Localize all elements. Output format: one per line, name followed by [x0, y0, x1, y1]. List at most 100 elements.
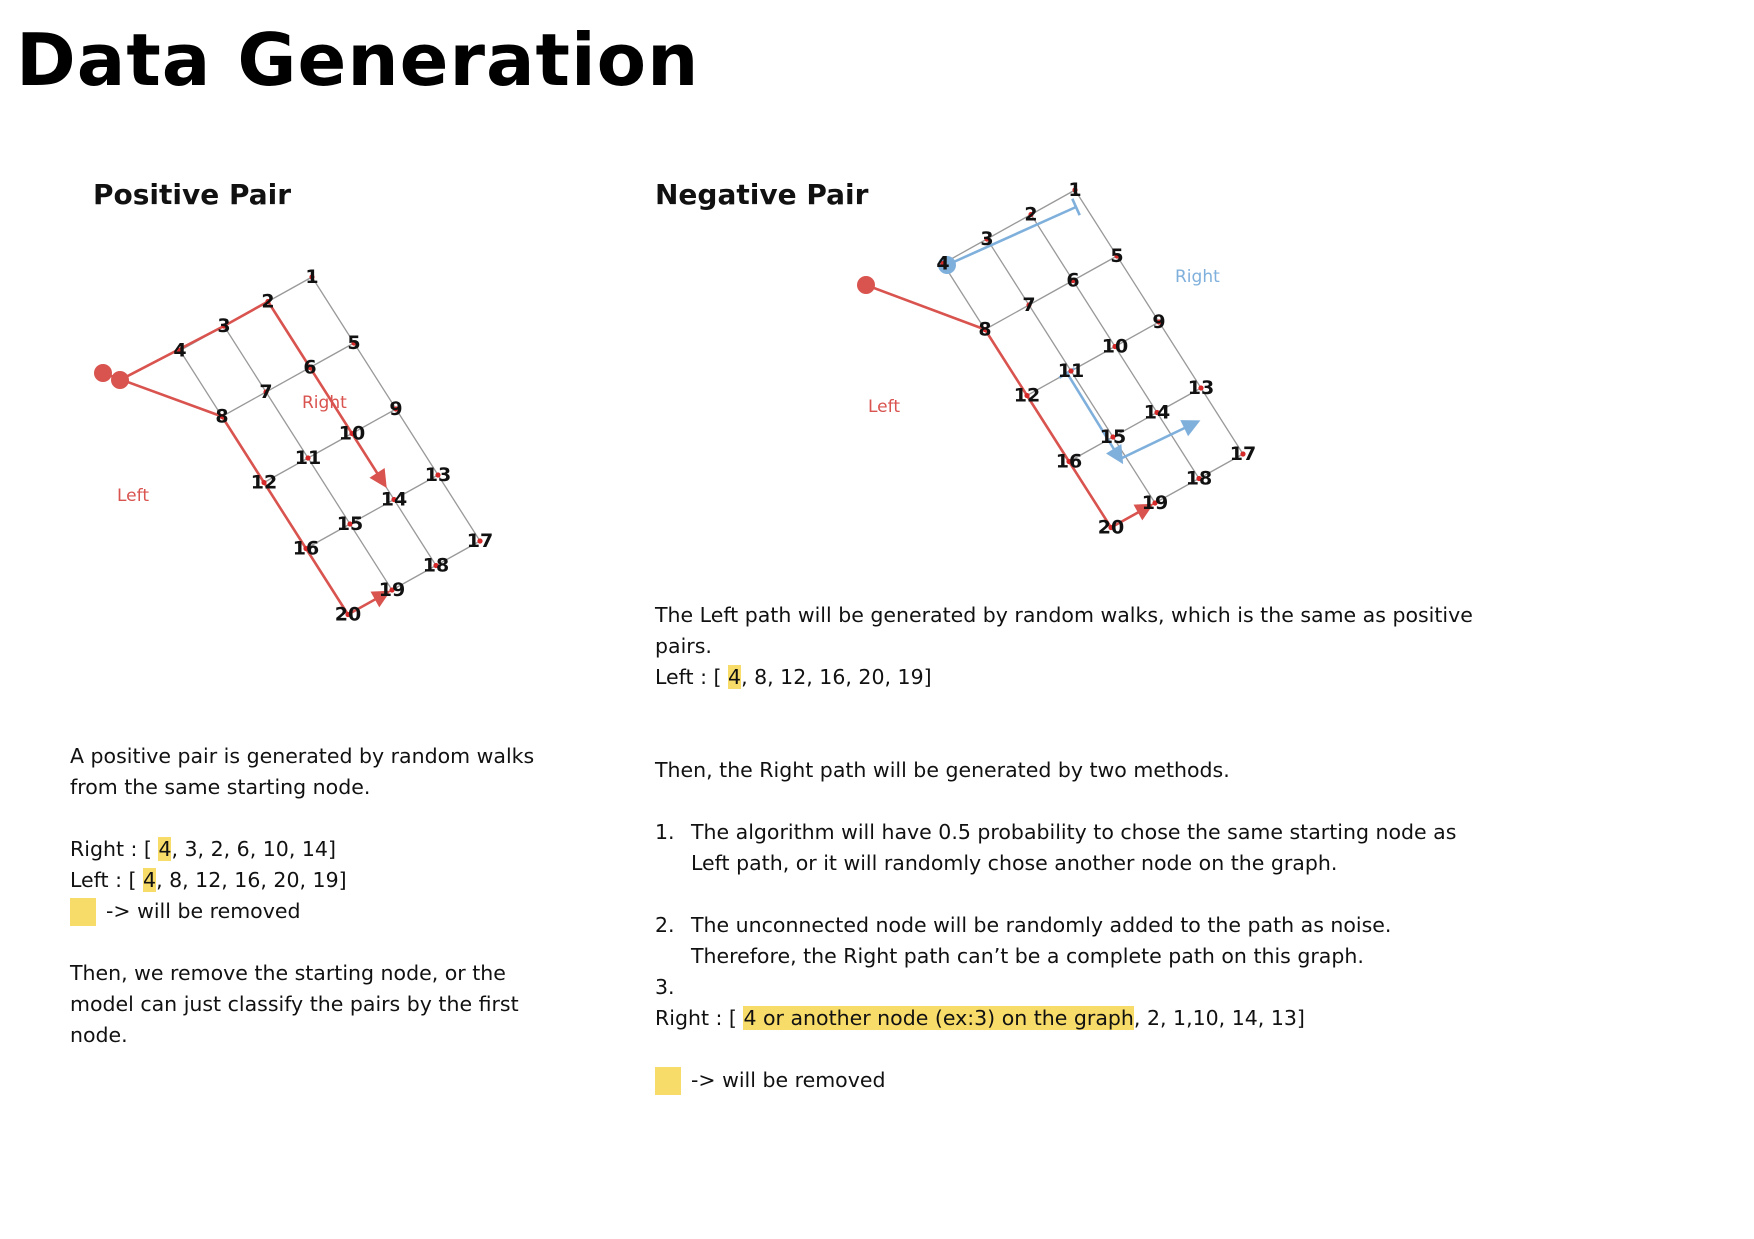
graph-node-dot	[265, 298, 271, 305]
graph-edge	[1112, 411, 1158, 438]
graph-node-dot	[1026, 302, 1032, 308]
graph-node-label: 10	[1102, 336, 1128, 358]
path-arrowhead	[1133, 503, 1154, 521]
graph-node-label: 6	[303, 357, 316, 379]
item-number-3: 3.	[655, 975, 675, 999]
graph-node-dot	[1110, 434, 1116, 440]
graph-edge	[349, 523, 393, 591]
graph-node-dot	[1156, 319, 1162, 325]
graph-node-dot	[982, 326, 988, 333]
graph-node-label: 3	[980, 228, 993, 250]
graph-edge	[393, 499, 437, 566]
graph-node-label: 2	[261, 291, 274, 313]
graph-node-dot	[303, 545, 309, 552]
graph-node-dot	[263, 389, 269, 395]
graph-edge	[1074, 189, 1118, 257]
graph-node-label: 14	[381, 489, 407, 511]
method-item-2: 2. The unconnected node will be randomly…	[655, 910, 1715, 972]
graph-node-dot	[305, 455, 311, 461]
graph-node-dot	[1154, 409, 1160, 416]
graph-node-label: 8	[215, 406, 228, 428]
graph-node-label: 10	[339, 423, 365, 445]
graph-node-dot	[177, 347, 183, 354]
graph-node-dot	[261, 479, 267, 486]
graph-edge	[265, 366, 311, 393]
graph-node-dot	[351, 340, 357, 346]
graph-node-dot	[1114, 253, 1120, 259]
graph-node-label: 19	[379, 579, 405, 601]
graph-node-label: 13	[425, 464, 451, 486]
graph-node-dot	[345, 611, 351, 618]
removed-start-node: 4	[728, 665, 742, 689]
item-line: The unconnected node will be randomly ad…	[691, 913, 1392, 937]
positive-note-line: Then, we remove the starting node, or th…	[70, 961, 506, 985]
graph-node-label: 16	[1056, 451, 1082, 473]
item-number: 1.	[655, 820, 675, 844]
graph-edge	[1198, 453, 1244, 480]
negative-then-text: Then, the Right path will be generated b…	[655, 758, 1230, 782]
graph-edge	[1154, 477, 1200, 504]
negative-right-path-tail	[1065, 372, 1122, 460]
path-arrowhead	[369, 468, 387, 489]
graph-node-dot	[1068, 368, 1074, 374]
graph-edge	[1030, 189, 1076, 216]
graph-node-label: 18	[1186, 468, 1212, 490]
positive-right-path-label: Right	[302, 393, 347, 413]
positive-description: A positive pair is generated by random w…	[70, 741, 590, 1051]
graph-node-dot	[477, 538, 483, 544]
negative-left-desc-line: The Left path will be generated by rando…	[655, 603, 1473, 627]
graph-edge	[435, 540, 481, 567]
graph-node-label: 5	[347, 332, 360, 354]
graph-node-dot	[984, 236, 990, 242]
graph-edge	[305, 523, 351, 550]
graph-edge	[265, 391, 309, 459]
graph-edge	[1072, 280, 1116, 347]
graph-edge	[263, 457, 309, 484]
graph-node-dot	[221, 323, 227, 329]
list-rest: , 8, 12, 16, 20, 19]	[741, 665, 932, 689]
graph-edge	[1158, 321, 1202, 389]
graph-node-dot	[1028, 211, 1034, 218]
graph-node-label: 12	[1014, 385, 1040, 407]
graph-node-dot	[1112, 343, 1118, 350]
graph-node-label: 3	[217, 315, 230, 337]
graph-node-dot	[1066, 458, 1072, 465]
positive-right-path-list: Right : [ 4, 3, 2, 6, 10, 14]	[70, 834, 590, 865]
graph-node-label: 7	[1022, 294, 1035, 316]
graph-node-dot	[309, 274, 315, 280]
graph-edge	[395, 408, 439, 476]
graph-node-label: 4	[936, 253, 949, 275]
list-rest: , 8, 12, 16, 20, 19]	[156, 868, 347, 892]
graph-node-dot	[219, 413, 225, 420]
negative-left-path-label: Left	[868, 397, 900, 417]
graph-node-dot	[1024, 392, 1030, 399]
graph-node-label: 1	[1068, 179, 1081, 201]
list-rest: , 3, 2, 6, 10, 14]	[171, 837, 336, 861]
graph-edge	[1116, 255, 1160, 323]
graph-node-label: 13	[1188, 377, 1214, 399]
graph-edge	[351, 408, 397, 435]
graph-node-label: 7	[259, 381, 272, 403]
graph-edge	[1068, 436, 1114, 463]
item-line: The algorithm will have 0.5 probability …	[691, 820, 1457, 844]
graph-edge	[393, 474, 439, 501]
page-title: Data Generation	[16, 18, 700, 102]
negative-left-path-list: Left : [ 4, 8, 12, 16, 20, 19]	[655, 662, 1715, 693]
path-start-dot	[857, 276, 875, 294]
list-prefix: Right : [	[655, 1006, 744, 1030]
graph-node-dot	[435, 472, 441, 478]
graph-edge	[1070, 370, 1114, 438]
negative-right-path-arrow	[1119, 421, 1196, 461]
graph-edge	[311, 276, 355, 344]
item-line: Therefore, the Right path can’t be a com…	[691, 944, 1364, 968]
graph-node-label: 15	[1100, 426, 1126, 448]
graph-node-label: 14	[1144, 402, 1170, 424]
positive-desc-line: from the same starting node.	[70, 775, 371, 799]
positive-pair-heading: Positive Pair	[93, 178, 292, 211]
negative-legend: -> will be removed	[655, 1065, 1715, 1096]
graph-node-dot	[347, 521, 353, 527]
graph-node-dot	[1240, 451, 1246, 457]
graph-edge	[942, 263, 986, 330]
